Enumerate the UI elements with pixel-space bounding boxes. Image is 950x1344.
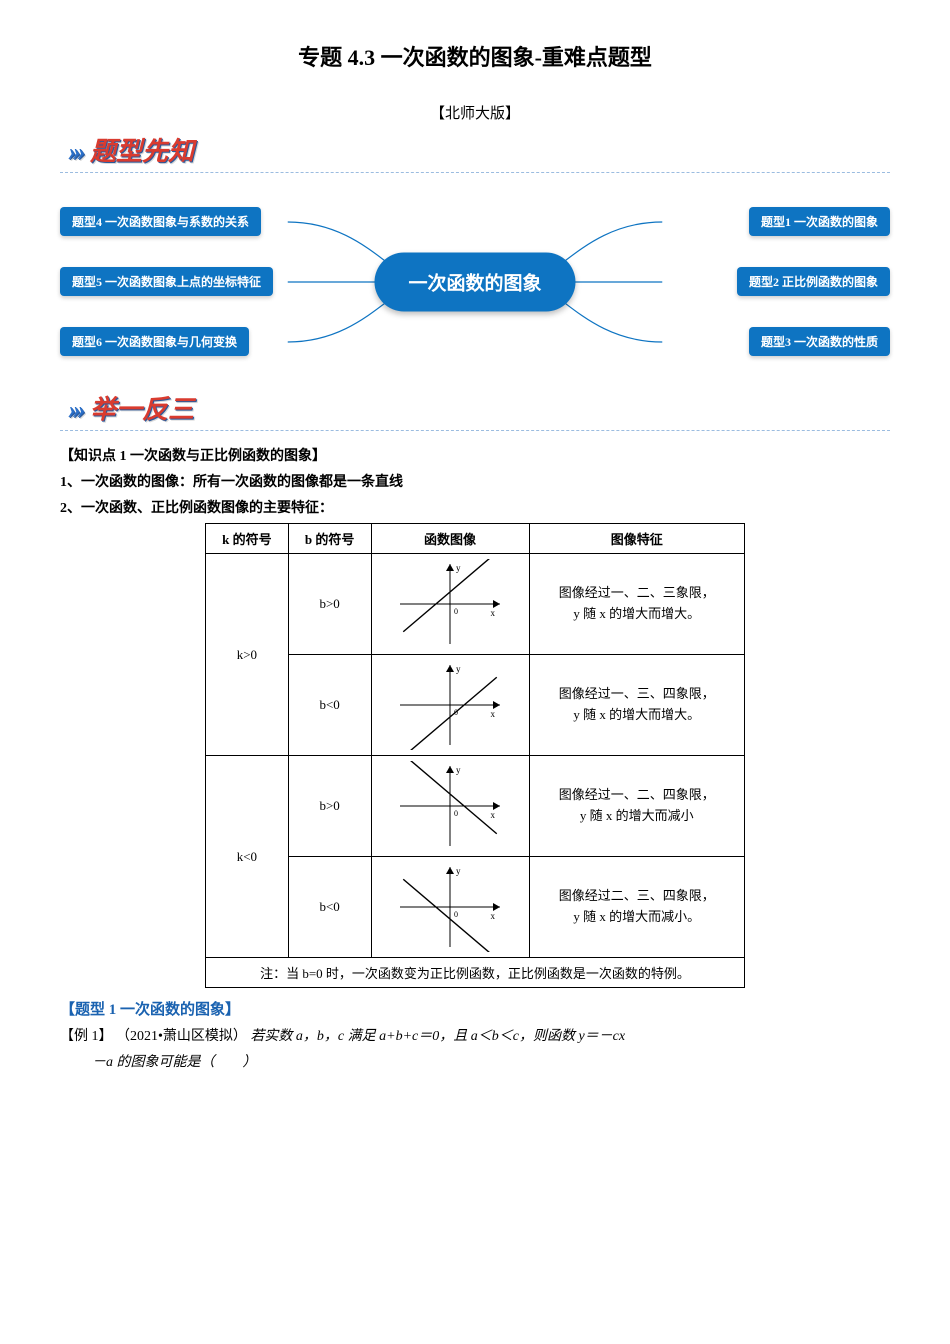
concept-node-right-3: 题型3 一次函数的性质 (749, 327, 890, 356)
cell-feature: 图像经过一、三、四象限，y 随 x 的增大而增大。 (529, 655, 744, 756)
section-heading-preview-text: 题型先知 (90, 137, 194, 166)
cell-graph: x y 0 (371, 554, 529, 655)
concept-map: 一次函数的图象 题型4 一次函数图象与系数的关系 题型5 一次函数图象上点的坐标… (60, 187, 890, 377)
th-feature: 图像特征 (529, 524, 744, 554)
cell-feature: 图像经过一、二、三象限，y 随 x 的增大而增大。 (529, 554, 744, 655)
table-note: 注：当 b=0 时，一次函数变为正比例函数，正比例函数是一次函数的特例。 (206, 958, 745, 988)
svg-text:y: y (456, 765, 461, 775)
page-title: 专题 4.3 一次函数的图象-重难点题型 (60, 40, 890, 72)
divider (60, 430, 890, 431)
svg-text:y: y (456, 866, 461, 876)
svg-text:x: x (491, 911, 496, 921)
concept-map-center: 一次函数的图象 (374, 253, 575, 312)
th-graph: 函数图像 (371, 524, 529, 554)
svg-text:x: x (491, 709, 496, 719)
topic-1-heading: 【题型 1 一次函数的图象】 (60, 998, 890, 1019)
th-b: b 的符号 (288, 524, 371, 554)
mini-graph: x y 0 (395, 559, 505, 649)
cell-graph: x y 0 (371, 857, 529, 958)
svg-text:y: y (456, 563, 461, 573)
example-1-cont: －a 的图象可能是（ ） (60, 1051, 890, 1071)
mini-graph: x y 0 (395, 761, 505, 851)
cell-graph: x y 0 (371, 655, 529, 756)
cell-k: k<0 (206, 756, 289, 958)
th-k: k 的符号 (206, 524, 289, 554)
example-label: 【例 1】 (60, 1029, 113, 1044)
cell-feature: 图像经过二、三、四象限，y 随 x 的增大而减小。 (529, 857, 744, 958)
edition-tag: 【北师大版】 (60, 102, 890, 123)
example-1: 【例 1】 （2021•萧山区模拟） 若实数 a，b，c 满足 a+b+c＝0，… (60, 1025, 890, 1045)
mini-graph: x y 0 (395, 862, 505, 952)
svg-text:x: x (491, 608, 496, 618)
svg-text:0: 0 (454, 809, 458, 818)
concept-node-right-1: 题型1 一次函数的图象 (749, 207, 890, 236)
cell-b: b<0 (288, 655, 371, 756)
example-q2: －a 的图象可能是（ ） (92, 1055, 257, 1070)
cell-b: b>0 (288, 756, 371, 857)
svg-text:0: 0 (454, 607, 458, 616)
example-q1: 若实数 a，b，c 满足 a+b+c＝0，且 a＜b＜c，则函数 y＝－cx (250, 1029, 625, 1044)
arrow-glyphs: ››› (68, 395, 82, 424)
function-table: k 的符号 b 的符号 函数图像 图像特征 k>0 b>0 x y 0 图像经过… (205, 523, 745, 988)
mini-graph: x y 0 (395, 660, 505, 750)
concept-node-left-2: 题型5 一次函数图象上点的坐标特征 (60, 267, 273, 296)
svg-text:y: y (456, 664, 461, 674)
divider (60, 172, 890, 173)
example-source: （2021•萧山区模拟） (116, 1029, 247, 1044)
arrow-glyphs: ››› (68, 137, 82, 166)
cell-feature: 图像经过一、二、四象限，y 随 x 的增大而减小 (529, 756, 744, 857)
svg-text:x: x (491, 810, 496, 820)
point-2: 2、一次函数、正比例函数图像的主要特征： (60, 497, 890, 517)
section-heading-examples-text: 举一反三 (90, 395, 194, 424)
cell-b: b>0 (288, 554, 371, 655)
cell-b: b<0 (288, 857, 371, 958)
concept-node-left-3: 题型6 一次函数图象与几何变换 (60, 327, 249, 356)
cell-graph: x y 0 (371, 756, 529, 857)
svg-text:0: 0 (454, 910, 458, 919)
section-heading-preview: ››› 题型先知 (60, 131, 890, 168)
concept-node-right-2: 题型2 正比例函数的图象 (737, 267, 890, 296)
cell-k: k>0 (206, 554, 289, 756)
knowledge-point-heading: 【知识点 1 一次函数与正比例函数的图象】 (60, 445, 890, 465)
concept-node-left-1: 题型4 一次函数图象与系数的关系 (60, 207, 261, 236)
point-1: 1、一次函数的图像：所有一次函数的图像都是一条直线 (60, 471, 890, 491)
section-heading-examples: ››› 举一反三 (60, 389, 890, 426)
